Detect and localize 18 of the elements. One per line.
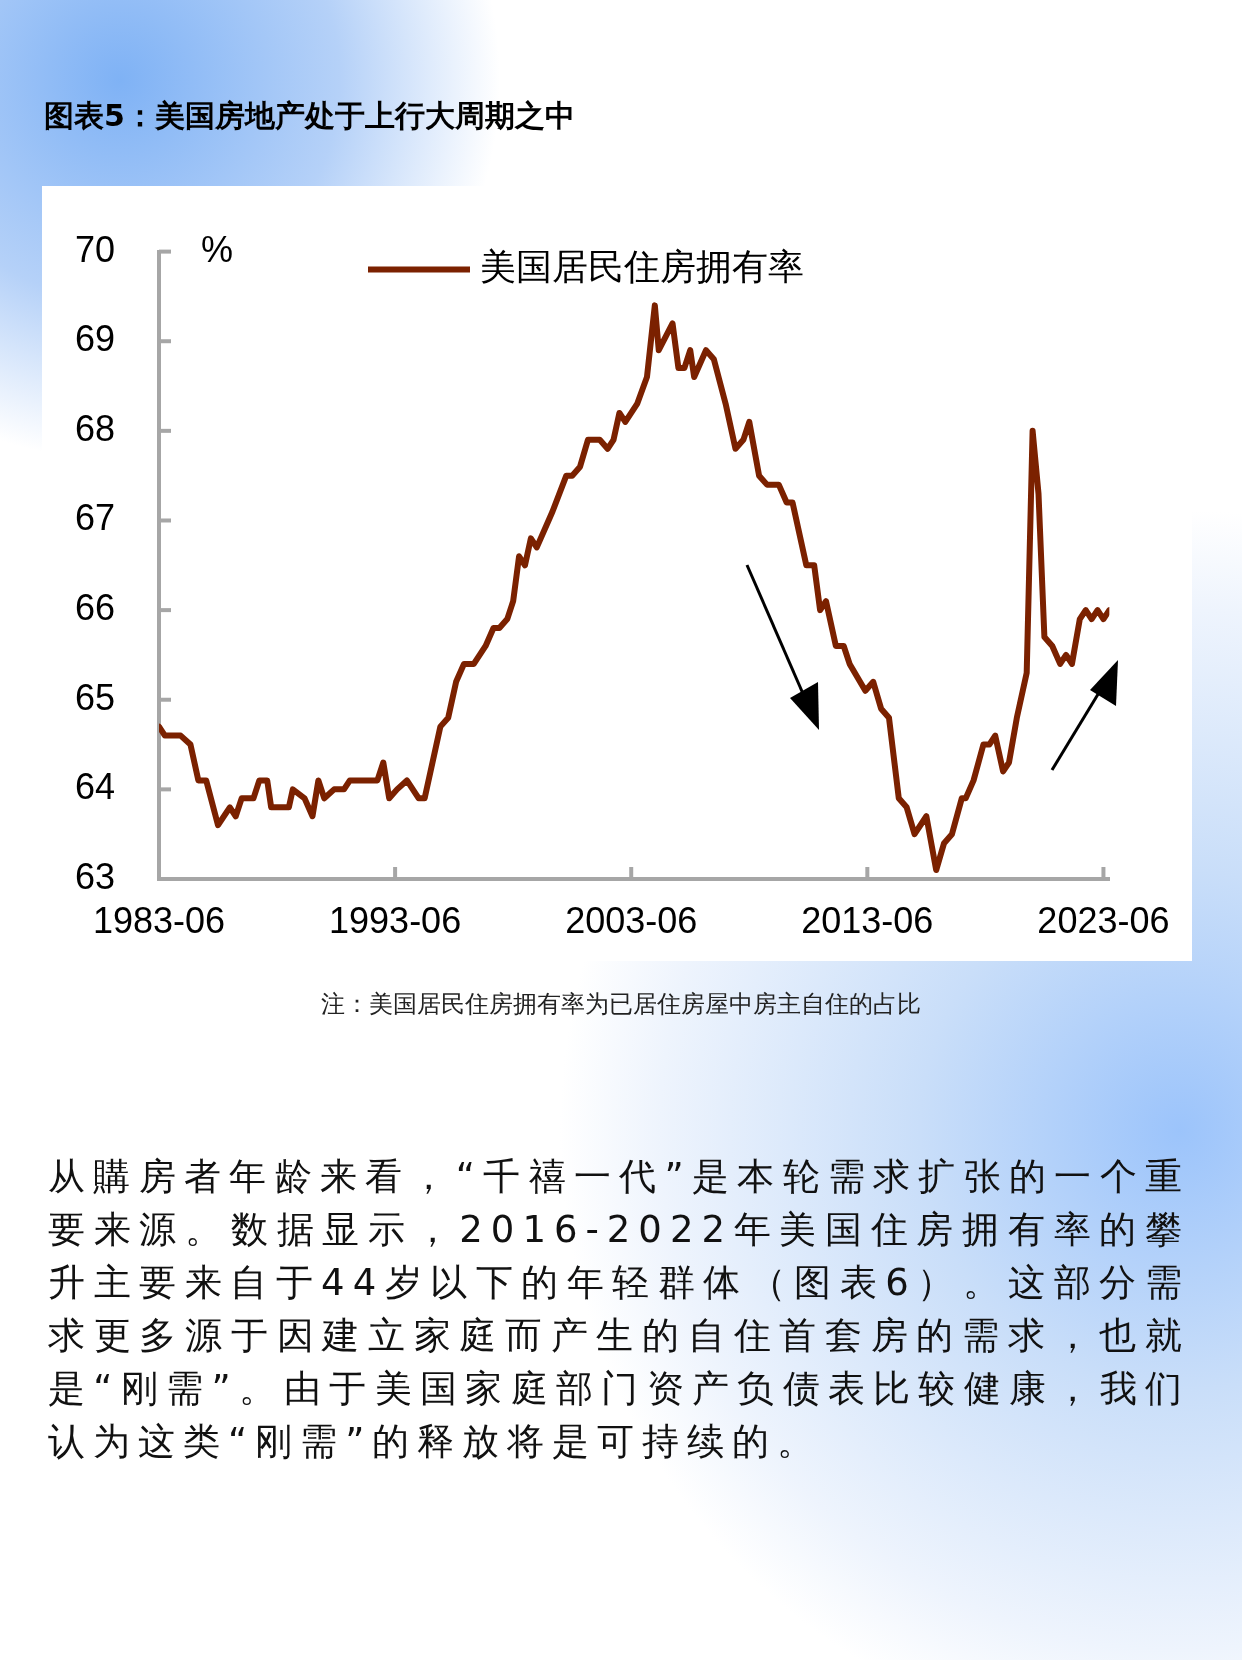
legend-label: 美国居民住房拥有率 (480, 245, 804, 287)
x-tick-label: 2013-06 (801, 899, 934, 941)
x-tick-label: 1983-06 (92, 899, 226, 941)
y-tick-label: 66 (74, 587, 115, 629)
y-tick-label: 69 (74, 318, 115, 360)
y-tick-label: 68 (74, 407, 115, 449)
y-tick-label: 64 (74, 766, 115, 808)
x-tick-label: 2003-06 (565, 899, 698, 941)
x-tick-label: 2023-06 (1037, 899, 1170, 941)
text: 注：美国居民住房拥有率为已居住房屋中房主自住的占比 (320, 989, 922, 1020)
y-axis-title: % (200, 228, 234, 270)
y-tick-label: 70 (74, 228, 115, 270)
text: 从購房者年龄来看，“千禧一代”是本轮需求扩张的一个重要来源。数据显示，2016-2022年美国住房拥有率的攀升主要来自于44岁以下的年轻群体（图表6）。这部分需求更多源于因建立家庭而产生的自住首套房的需求，也就是“刚需”。由于美国家庭部门资产负债表比较健康，我们认为这类“刚需”的释放将是可持续的。 (48, 1154, 1190, 1465)
y-tick-label: 63 (74, 855, 115, 897)
chart-title: 图表5：美国房地产处于上行大周期之中 (44, 97, 575, 135)
y-tick-label: 67 (74, 497, 115, 539)
y-tick-label: 65 (74, 676, 115, 718)
x-tick-label: 1993-06 (329, 899, 462, 941)
